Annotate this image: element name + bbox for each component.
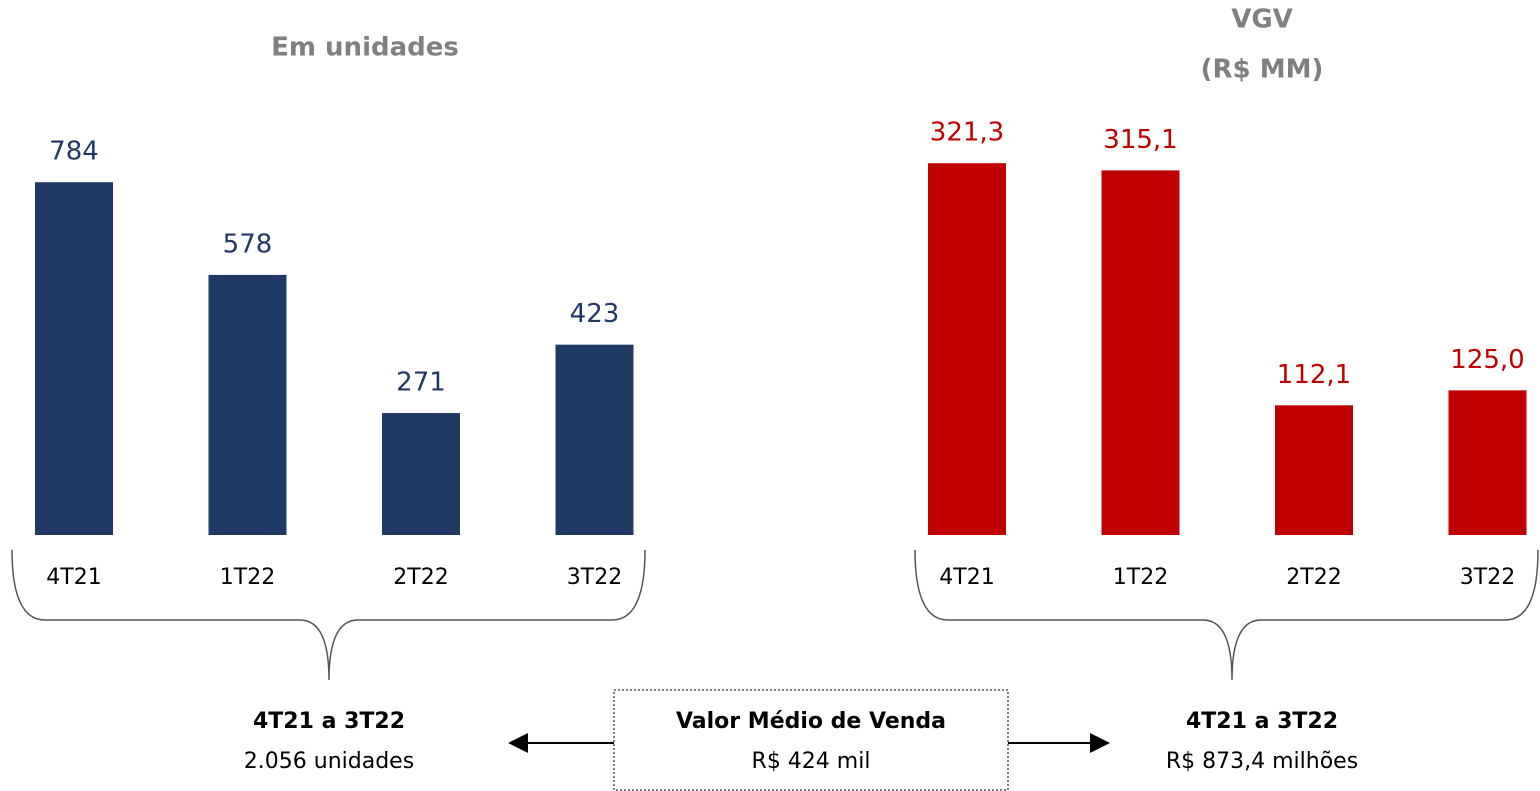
- value-label: 321,3: [930, 118, 1004, 148]
- summary-text: R$ 424 mil: [752, 749, 871, 774]
- summary-title: Valor Médio de Venda: [676, 709, 946, 734]
- x-tick-label: 2T22: [393, 565, 448, 590]
- value-label: 315,1: [1103, 125, 1177, 155]
- summary-title: 4T21 a 3T22: [1186, 709, 1338, 734]
- bar: [35, 182, 113, 535]
- value-label: 423: [570, 299, 620, 329]
- value-label: 112,1: [1277, 360, 1351, 390]
- x-tick-label: 4T21: [939, 565, 994, 590]
- chart-title: VGV: [1231, 5, 1293, 35]
- value-label: 125,0: [1450, 345, 1524, 375]
- chart-subtitle: (R$ MM): [1201, 55, 1324, 85]
- center-box: [613, 689, 1009, 791]
- summary-text: R$ 873,4 milhões: [1166, 749, 1358, 774]
- summary-text: 2.056 unidades: [244, 749, 414, 774]
- value-label: 784: [49, 137, 99, 167]
- bar: [208, 274, 287, 535]
- value-label: 578: [223, 229, 273, 259]
- x-tick-label: 3T22: [567, 565, 622, 590]
- bar: [1448, 390, 1527, 535]
- x-tick-label: 1T22: [220, 565, 275, 590]
- x-tick-label: 2T22: [1286, 565, 1341, 590]
- bar: [555, 344, 634, 535]
- summary-title: 4T21 a 3T22: [253, 709, 405, 734]
- chart-title: Em unidades: [271, 33, 459, 63]
- bar: [1275, 405, 1353, 535]
- brace: [914, 549, 1539, 681]
- bar: [928, 163, 1006, 535]
- value-label: 271: [396, 368, 446, 398]
- brace: [11, 549, 646, 681]
- x-tick-label: 4T21: [46, 565, 101, 590]
- bar: [1101, 170, 1180, 536]
- x-tick-label: 3T22: [1460, 565, 1515, 590]
- bar: [382, 413, 460, 535]
- x-tick-label: 1T22: [1113, 565, 1168, 590]
